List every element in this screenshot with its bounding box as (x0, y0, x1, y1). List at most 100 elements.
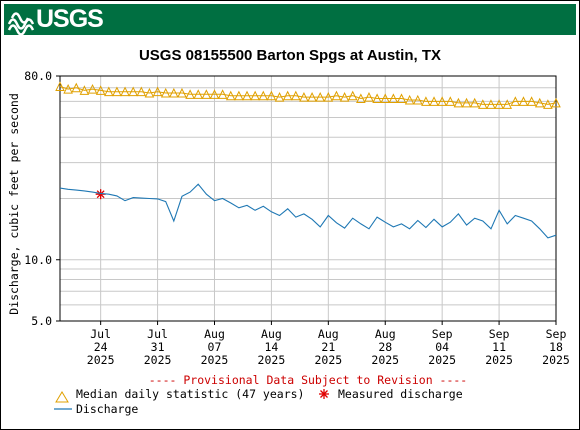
x-tick-label-day: 07 (208, 340, 222, 354)
series-layer (55, 81, 561, 239)
x-tick-label-day: 31 (151, 340, 165, 354)
chart-title: USGS 08155500 Barton Spgs at Austin, TX (139, 47, 441, 64)
x-tick-label-day: 14 (264, 340, 278, 354)
legend-discharge-label: Discharge (76, 402, 138, 416)
median-marker (144, 87, 155, 98)
median-marker (95, 85, 106, 95)
median-marker (356, 93, 366, 104)
x-tick-label-day: 21 (321, 340, 335, 354)
median-marker (469, 97, 480, 108)
median-marker (193, 89, 204, 99)
x-tick-label-month: Jul (147, 327, 168, 341)
x-tick-label-month: Sep (489, 327, 510, 341)
median-marker (274, 91, 285, 102)
median-marker (543, 99, 553, 109)
median-marker (412, 94, 423, 105)
legend-measured-icon (319, 389, 329, 399)
median-marker (404, 94, 415, 105)
median-marker (112, 86, 122, 97)
x-tick-label-day: 11 (492, 340, 506, 354)
median-marker (201, 89, 212, 99)
median-marker (71, 82, 82, 93)
median-marker (103, 86, 114, 97)
legend-median-label: Median daily statistic (47 years) (76, 387, 304, 401)
median-marker (510, 96, 521, 106)
median-marker (445, 96, 456, 106)
median-marker (152, 86, 163, 97)
x-tick-label-month: Aug (318, 327, 339, 341)
x-tick-label-year: 2025 (485, 353, 513, 367)
median-marker (437, 96, 447, 106)
median-marker (299, 91, 309, 102)
median-marker (120, 86, 130, 97)
median-marker (87, 83, 98, 94)
median-marker (55, 81, 65, 92)
median-marker (502, 99, 513, 109)
x-axis: Jul242025Jul312025Aug072025Aug142025Aug2… (87, 321, 570, 367)
usgs-logo-text: USGS (36, 5, 104, 33)
legend-measured-label: Measured discharge (338, 387, 463, 401)
x-tick-label-year: 2025 (371, 353, 399, 367)
x-tick-label-day: 24 (94, 340, 108, 354)
median-marker (323, 91, 334, 102)
median-marker (290, 90, 301, 101)
median-marker (478, 99, 488, 109)
x-tick-label-year: 2025 (258, 353, 286, 367)
usgs-banner: USGS (4, 4, 576, 35)
median-marker (551, 97, 561, 108)
median-marker (209, 89, 220, 99)
median-marker (494, 99, 504, 109)
x-tick-label-year: 2025 (314, 353, 342, 367)
median-marker (177, 87, 187, 98)
grid-lines (60, 76, 556, 321)
median-marker (266, 90, 277, 101)
median-marker (331, 90, 342, 101)
median-marker (225, 90, 236, 101)
median-marker (79, 85, 90, 95)
median-marker (250, 90, 260, 101)
x-tick-label-day: 28 (378, 340, 392, 354)
median-marker (396, 93, 407, 104)
x-tick-label-year: 2025 (201, 353, 229, 367)
median-marker (534, 97, 545, 108)
median-marker (63, 83, 73, 94)
x-tick-label-year: 2025 (542, 353, 570, 367)
median-marker (453, 97, 464, 108)
x-tick-label-year: 2025 (87, 353, 115, 367)
median-marker (429, 96, 439, 106)
y-axis: 80.0 10.0 5.0 (24, 69, 60, 328)
y-tick-label: 80.0 (24, 69, 52, 83)
median-marker (380, 93, 391, 104)
x-tick-label-day: 18 (549, 340, 563, 354)
median-marker (339, 91, 350, 102)
median-marker (315, 91, 326, 102)
median-marker (217, 89, 228, 99)
median-marker (258, 90, 269, 101)
x-tick-label-month: Aug (204, 327, 225, 341)
median-marker (486, 99, 496, 109)
median-marker (136, 86, 147, 97)
plot-area-border (59, 75, 557, 322)
y-tick-label: 10.0 (24, 253, 52, 267)
x-tick-label-month: Aug (261, 327, 282, 341)
median-marker (242, 90, 252, 101)
median-marker (234, 90, 244, 101)
median-marker (347, 90, 358, 101)
median-marker (421, 96, 431, 106)
provisional-note: ---- Provisional Data Subject to Revisio… (149, 373, 468, 387)
y-tick-label: 5.0 (31, 314, 52, 328)
median-marker (364, 91, 374, 102)
median-marker (169, 87, 179, 98)
median-line (59, 86, 557, 105)
x-tick-label-month: Sep (432, 327, 453, 341)
x-tick-label-month: Aug (375, 327, 396, 341)
x-tick-label-year: 2025 (428, 353, 456, 367)
x-tick-label-month: Sep (546, 327, 567, 341)
discharge-line (59, 183, 557, 239)
x-tick-label-day: 04 (435, 340, 449, 354)
legend: Median daily statistic (47 years) Measur… (54, 387, 463, 416)
median-marker (526, 96, 537, 106)
median-marker (160, 87, 171, 98)
